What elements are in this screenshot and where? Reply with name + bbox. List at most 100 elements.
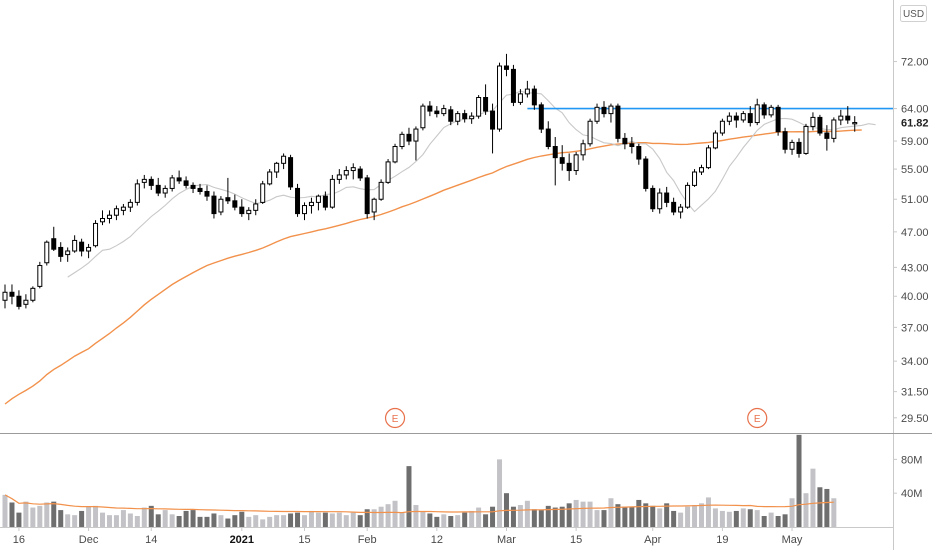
- currency-button[interactable]: USD: [900, 5, 927, 22]
- volume-axis[interactable]: 80M 40M: [893, 454, 922, 500]
- candle[interactable]: [9, 284, 15, 305]
- candle[interactable]: [406, 127, 412, 146]
- candle[interactable]: [392, 143, 398, 164]
- time-axis[interactable]: 16 Dec 14 2021 15 Feb 12 Mar 15 Apr 19 May: [13, 527, 803, 546]
- candle[interactable]: [782, 127, 788, 154]
- candle[interactable]: [852, 116, 858, 132]
- candle[interactable]: [204, 185, 210, 201]
- candle[interactable]: [469, 112, 475, 124]
- candle[interactable]: [476, 95, 482, 119]
- candle[interactable]: [44, 240, 50, 266]
- candle[interactable]: [169, 174, 175, 192]
- candle[interactable]: [733, 112, 739, 128]
- candle[interactable]: [23, 294, 29, 309]
- candle[interactable]: [301, 202, 307, 221]
- candle[interactable]: [93, 220, 99, 248]
- candle[interactable]: [378, 179, 384, 201]
- candle[interactable]: [65, 247, 71, 262]
- candle[interactable]: [831, 117, 837, 143]
- candle[interactable]: [134, 179, 140, 206]
- candle[interactable]: [587, 118, 593, 147]
- candle[interactable]: [566, 153, 572, 181]
- candle[interactable]: [308, 197, 314, 214]
- candle[interactable]: [455, 111, 461, 126]
- candle[interactable]: [448, 106, 454, 126]
- candle[interactable]: [664, 186, 670, 208]
- candle[interactable]: [817, 114, 823, 136]
- candle[interactable]: [740, 111, 746, 123]
- candle[interactable]: [267, 169, 273, 186]
- candle[interactable]: [218, 196, 224, 216]
- candle[interactable]: [58, 242, 64, 262]
- candle[interactable]: [246, 207, 252, 221]
- candle[interactable]: [490, 103, 496, 154]
- candle[interactable]: [343, 166, 349, 180]
- candle[interactable]: [148, 176, 154, 190]
- candle[interactable]: [810, 112, 816, 131]
- candle[interactable]: [336, 169, 342, 184]
- candle[interactable]: [281, 153, 287, 170]
- candle[interactable]: [295, 183, 301, 217]
- earnings-marker[interactable]: E: [384, 407, 406, 429]
- candle[interactable]: [517, 89, 523, 105]
- candle[interactable]: [678, 203, 684, 219]
- candle[interactable]: [190, 182, 196, 194]
- candle[interactable]: [775, 104, 781, 136]
- candle[interactable]: [768, 104, 774, 118]
- candle[interactable]: [239, 199, 245, 217]
- candle[interactable]: [796, 138, 802, 158]
- candle[interactable]: [824, 125, 830, 151]
- candle[interactable]: [545, 121, 551, 150]
- candle[interactable]: [580, 139, 586, 161]
- candle[interactable]: [650, 185, 656, 212]
- candle[interactable]: [141, 174, 147, 189]
- candle[interactable]: [322, 191, 328, 211]
- earnings-marker[interactable]: E: [747, 407, 768, 429]
- candle[interactable]: [253, 199, 259, 216]
- candle[interactable]: [747, 106, 753, 127]
- candle[interactable]: [726, 112, 732, 126]
- candle[interactable]: [30, 286, 36, 303]
- candle[interactable]: [113, 205, 119, 221]
- candle[interactable]: [573, 152, 579, 175]
- candle[interactable]: [699, 164, 704, 175]
- candle[interactable]: [845, 106, 851, 124]
- candle[interactable]: [761, 102, 767, 119]
- candle[interactable]: [420, 103, 426, 131]
- candle[interactable]: [371, 197, 377, 221]
- candle[interactable]: [211, 191, 217, 219]
- candle[interactable]: [183, 176, 189, 189]
- candle[interactable]: [232, 194, 238, 211]
- candle[interactable]: [100, 210, 106, 226]
- candle[interactable]: [225, 177, 231, 204]
- candle[interactable]: [51, 226, 57, 251]
- candle[interactable]: [274, 161, 280, 178]
- candle[interactable]: [197, 183, 203, 195]
- candle[interactable]: [629, 137, 635, 154]
- candle[interactable]: [86, 243, 92, 259]
- candle[interactable]: [2, 284, 8, 309]
- candle[interactable]: [106, 210, 112, 224]
- candle[interactable]: [16, 290, 22, 310]
- candle[interactable]: [357, 166, 363, 181]
- candle[interactable]: [559, 145, 565, 171]
- candle[interactable]: [503, 53, 509, 77]
- candle[interactable]: [72, 235, 78, 253]
- candle[interactable]: [524, 80, 530, 98]
- candle[interactable]: [510, 64, 516, 107]
- candle[interactable]: [608, 103, 614, 123]
- candle[interactable]: [176, 170, 182, 184]
- candle[interactable]: [601, 101, 607, 118]
- candle[interactable]: [413, 126, 419, 161]
- candle[interactable]: [531, 85, 537, 110]
- candle[interactable]: [803, 123, 809, 155]
- candle[interactable]: [538, 102, 544, 134]
- candle[interactable]: [754, 98, 760, 126]
- candle[interactable]: [671, 197, 677, 216]
- candle[interactable]: [497, 62, 503, 132]
- candle[interactable]: [636, 143, 642, 165]
- candle[interactable]: [315, 194, 321, 211]
- candle[interactable]: [364, 174, 370, 219]
